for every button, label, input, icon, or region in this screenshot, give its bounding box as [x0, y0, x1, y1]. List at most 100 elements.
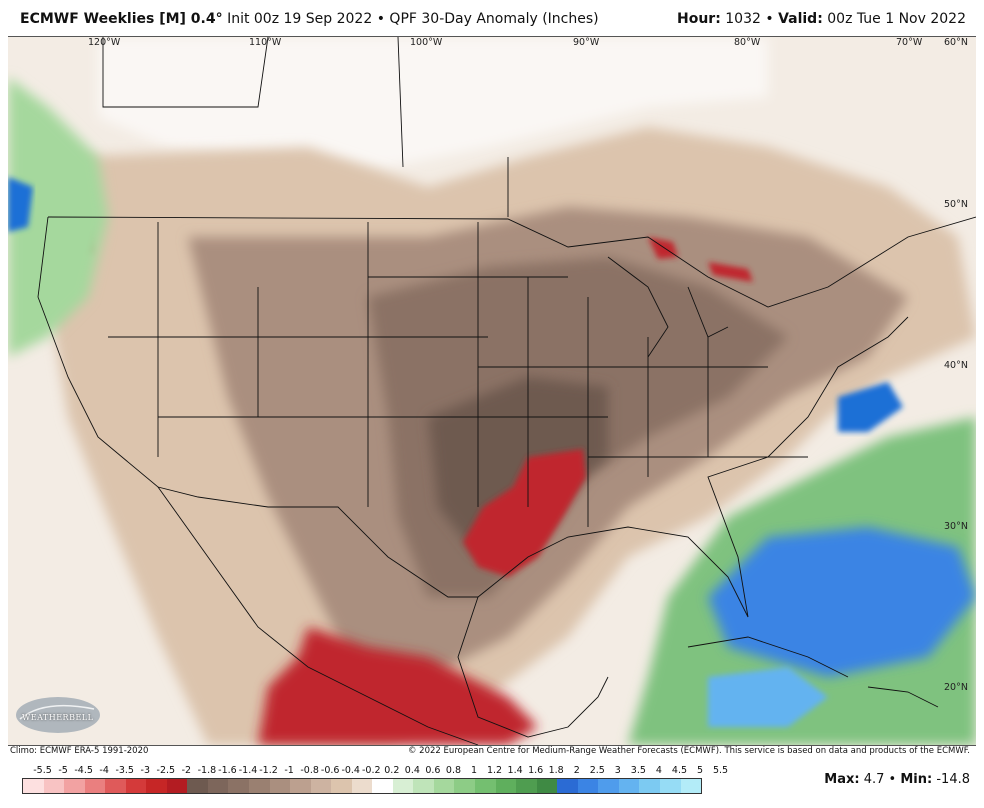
- canada-interior-lines: [397, 37, 509, 217]
- colorbar-tick-label: 0.6: [425, 765, 441, 776]
- colorbar-swatch: [105, 779, 126, 793]
- lon-label-80w: 80°W: [734, 37, 761, 48]
- max-min-stats: Max: 4.7 • Min: -14.8: [824, 772, 970, 787]
- lat-label-30n: 30°N: [944, 521, 968, 532]
- very-wet-gulf-atlantic: [708, 527, 976, 677]
- lat-label-20n: 20°N: [944, 682, 968, 693]
- model-name: ECMWF Weeklies [M] 0.4: [20, 11, 216, 27]
- colorbar-swatch: [495, 779, 517, 793]
- colorbar-tick-label: -1: [284, 765, 294, 776]
- colorbar-swatch: [618, 779, 640, 793]
- colorbar-swatch: [639, 779, 660, 793]
- colorbar-tick-label: 1.6: [528, 765, 544, 776]
- colorbar-labels: -5.5 -5 -4.5 -4 -3.5 -3 -2.5 -2 -1.8 -1.6 -1.4 -1.2…: [22, 765, 728, 777]
- colorbar-tick-label: 1.8: [548, 765, 564, 776]
- colorbar-tick-label: -4: [99, 765, 109, 776]
- precip-anomaly-map: 120°W 110°W 100°W 90°W 80°W 70°W 60°N 50…: [8, 36, 976, 746]
- mexico-pacific-coast: [157, 486, 479, 745]
- lat-label-40n: 40°N: [944, 360, 968, 371]
- colorbar-tick-label: -1.6: [218, 765, 237, 776]
- colorbar-tick-label: -3.5: [115, 765, 134, 776]
- colorbar-tick-label: 2: [573, 765, 580, 776]
- us-coastline: [37, 216, 909, 618]
- colorbar-tick-label: 5.5: [712, 765, 729, 776]
- severe-dry-texas: [463, 449, 586, 577]
- colorbar-swatch: [228, 779, 250, 793]
- us-canada-border: [47, 216, 976, 308]
- state-lines-vertical: [157, 222, 709, 527]
- colorbar-swatch: [659, 779, 681, 793]
- colorbar-swatch: [351, 779, 373, 793]
- colorbar-tick-label: 3.5: [630, 765, 646, 776]
- great-lakes-outline: [607, 256, 729, 358]
- lon-label-90w: 90°W: [573, 37, 600, 48]
- colorbar-tick-label: -3: [140, 765, 151, 776]
- colorbar-tick-label: -0.6: [320, 765, 340, 776]
- colorbar-tick-label: -5: [58, 765, 68, 776]
- colorbar-swatch: [331, 779, 352, 793]
- colorbar-tick-label: -1.8: [197, 765, 217, 776]
- min-value: -14.8: [936, 772, 970, 787]
- init-time: Init 00z 19 Sep 2022: [227, 11, 373, 27]
- title-separator: •: [376, 11, 385, 27]
- hour-value: 1032: [725, 11, 761, 27]
- colorbar-tick-label: 1: [470, 765, 478, 776]
- map-title: ECMWF Weeklies [M] 0.4° Init 00z 19 Sep …: [20, 11, 599, 27]
- lon-label-100w: 100°W: [410, 37, 443, 48]
- colorbar-tick-label: 2.5: [589, 765, 605, 776]
- colorbar-tick-label: 1.4: [507, 765, 523, 776]
- colorbar-swatch: [557, 779, 578, 793]
- colorbar-tick-label: -0.2: [361, 765, 381, 776]
- colorbar-tick-label: -2.5: [156, 765, 176, 776]
- product-name: QPF 30-Day Anomaly (Inches): [389, 11, 599, 27]
- weatherbell-logo-icon: [16, 697, 100, 733]
- very-dry-region: [428, 377, 608, 557]
- colorbar-swatch: [454, 779, 476, 793]
- political-boundaries: [37, 37, 976, 745]
- colorbar-tick-label: 1.2: [486, 765, 503, 776]
- severe-dry-great-lakes: [648, 237, 753, 282]
- colorbar-tick-label: 0.8: [445, 765, 462, 776]
- lon-label-110w: 110°W: [249, 37, 282, 48]
- colorbar-swatch: [475, 779, 496, 793]
- degree-sign: °: [215, 11, 223, 27]
- colorbar-swatch: [680, 779, 702, 793]
- valid-value: 00z Tue 1 Nov 2022: [827, 11, 966, 27]
- colorbar-swatch: [577, 779, 599, 793]
- colorbar-tick-label: 5: [696, 765, 704, 776]
- colorbar-tick-label: 3: [614, 765, 621, 776]
- colorbar-swatch: [187, 779, 208, 793]
- canada-neutral-area: [98, 37, 768, 167]
- colorbar-tick-label: -2: [181, 765, 192, 776]
- max-value: 4.7: [863, 772, 885, 787]
- footer: Climo: ECMWF ERA-5 1991-2020 © 2022 Euro…: [0, 745, 984, 759]
- caribbean-islands: [687, 636, 939, 708]
- very-wet-off-mid-atlantic: [838, 382, 903, 432]
- colorbar-swatch: [310, 779, 332, 793]
- colorbar-swatch: [64, 779, 85, 793]
- colorbar-tick-label: 0.4: [404, 765, 420, 776]
- header: ECMWF Weeklies [M] 0.4° Init 00z 19 Sep …: [0, 0, 984, 36]
- colorbar-swatch: [598, 779, 619, 793]
- valid-info: Hour: 1032 • Valid: 00z Tue 1 Nov 2022: [677, 11, 966, 27]
- colorbar-swatch: [207, 779, 229, 793]
- colorbar-tick-label: 0.2: [384, 765, 400, 776]
- colorbar-swatch: [166, 779, 188, 793]
- colorbar-swatch: [290, 779, 311, 793]
- valid-label: Valid:: [778, 11, 823, 27]
- map-canvas: [8, 37, 976, 745]
- colorbar-tick-label: -5.5: [33, 765, 52, 776]
- colorbar-tick-label: -1.4: [238, 765, 258, 776]
- colorbar-tick-label: -4.5: [74, 765, 93, 776]
- colorbar-swatch: [23, 779, 44, 793]
- colorbar-swatch: [536, 779, 558, 793]
- colorbar-swatch: [413, 779, 434, 793]
- very-wet-pacific-nw: [8, 177, 33, 232]
- stats-separator: •: [888, 772, 897, 787]
- wet-cuba-area: [708, 667, 828, 727]
- colorbar-swatch: [269, 779, 291, 793]
- max-label: Max:: [824, 772, 860, 787]
- mexico-gulf-coast: [457, 596, 609, 738]
- lon-label-70w: 70°W: [896, 37, 923, 48]
- colorbar-swatch: [433, 779, 455, 793]
